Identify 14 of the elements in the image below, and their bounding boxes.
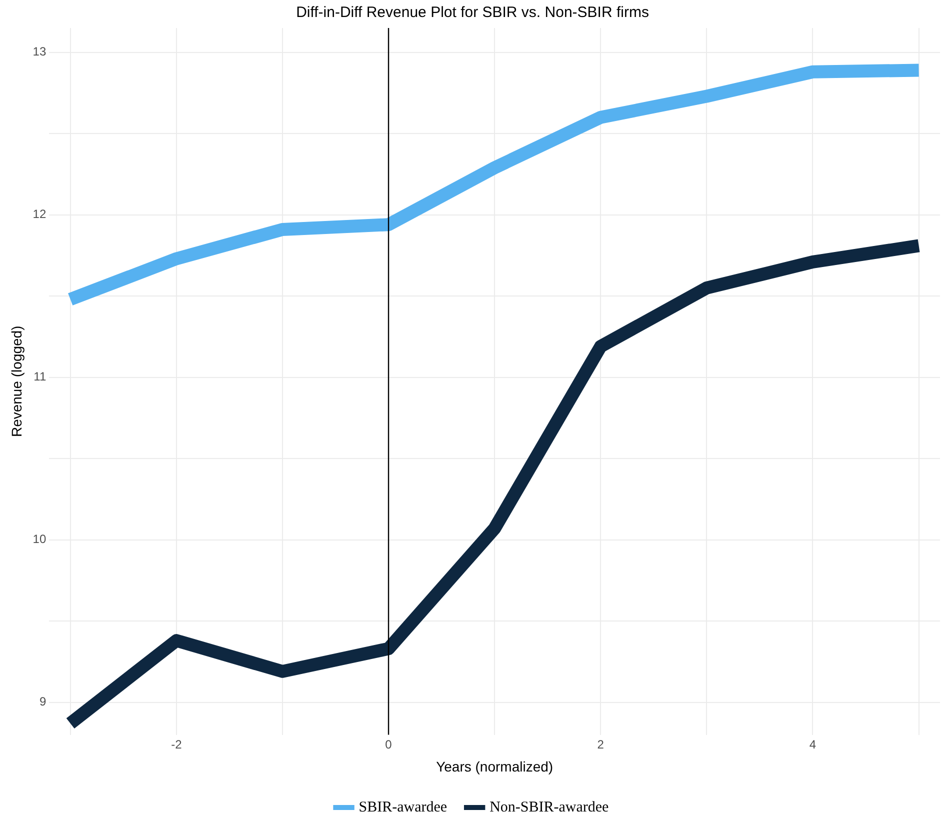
- x-tick-label: 0: [385, 737, 392, 752]
- y-tick-label: 13: [32, 44, 46, 59]
- x-tick-label: -2: [171, 737, 182, 752]
- y-tick-label: 11: [34, 370, 46, 384]
- legend-label: Non-SBIR-awardee: [490, 799, 610, 816]
- y-tick-label: 10: [32, 532, 46, 546]
- x-axis-title: Years (normalized): [436, 758, 554, 774]
- x-tick-label: 4: [809, 737, 816, 752]
- y-tick-label: 9: [39, 694, 46, 709]
- legend-label: SBIR-awardee: [358, 799, 448, 816]
- x-tick-label: 2: [597, 737, 604, 752]
- y-tick-label: 12: [32, 207, 46, 222]
- y-axis-title: Revenue (logged): [8, 326, 24, 438]
- chart-title: Diff-in-Diff Revenue Plot for SBIR vs. Non-SBIR firms: [296, 4, 649, 22]
